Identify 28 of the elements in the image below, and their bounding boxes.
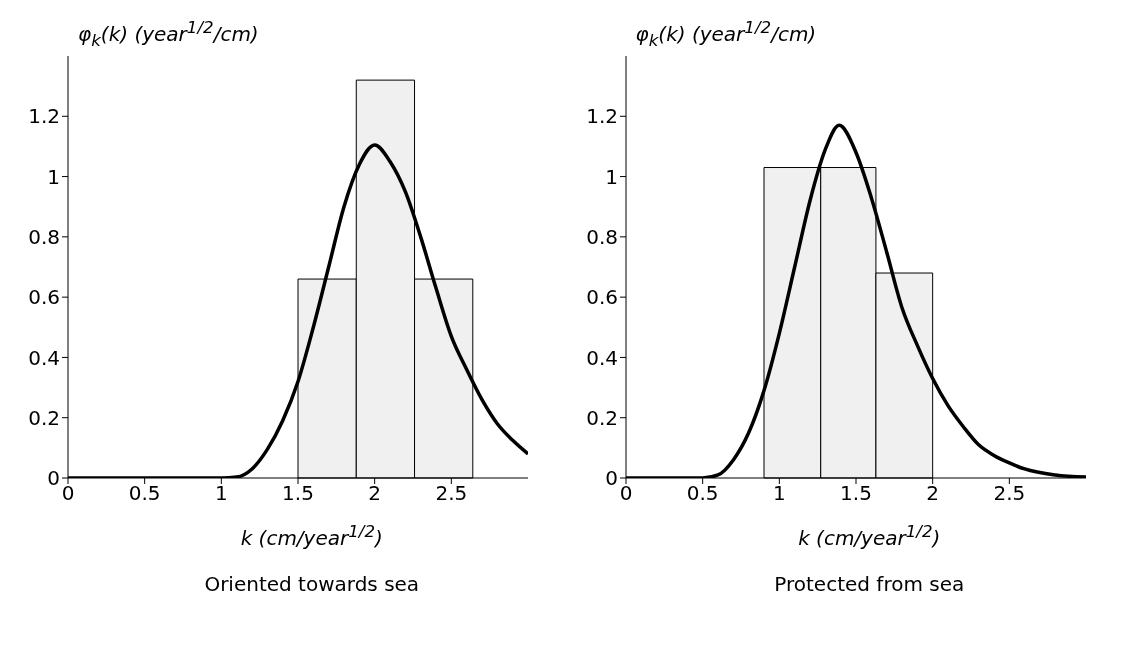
y-tick-label: 0.4 [28, 345, 60, 370]
text: Oriented towards sea [203, 571, 421, 596]
x-tick-label: 1.5 [282, 481, 314, 506]
y-tick-label: 1 [47, 164, 60, 189]
x-tick-label: 2.5 [435, 481, 468, 506]
x-tick-label: 1.5 [839, 481, 872, 506]
x-tick-label: 0.5 [686, 481, 719, 506]
y-tick-label: 0.4 [585, 345, 618, 370]
x-tick-label: 2 [368, 481, 382, 506]
y-axis-title: φ$_{k}$(k) (year$^{1/2}$/cm) [634, 17, 818, 50]
y-tick-label: 1 [604, 164, 618, 189]
y-tick-label: 1.2 [28, 104, 60, 129]
x-tick-label: 2.5 [992, 481, 1025, 506]
x-axis-title: k (cm/year$^{1/2}$) [239, 522, 384, 550]
x-tick-label: 0.5 [128, 481, 161, 506]
x-axis-title: k (cm/year$^{1/2}$) [797, 522, 942, 550]
y-tick-label: 0.8 [28, 224, 60, 249]
y-tick-label: 0.2 [28, 405, 60, 430]
y-tick-label: 0.6 [585, 285, 618, 310]
y-tick-label: 1.2 [585, 104, 618, 129]
y-tick-label: 0.8 [585, 224, 618, 249]
text: Protected from sea [773, 571, 966, 596]
y-tick-label: 0.2 [585, 405, 618, 430]
x-tick-label: 1 [214, 481, 228, 506]
x-tick-label: 2 [925, 481, 939, 506]
y-axis-title: φ$_{k}$(k) (year$^{1/2}$/cm) [77, 17, 260, 50]
x-tick-label: 1 [772, 481, 786, 506]
y-tick-label: 0.6 [28, 285, 60, 310]
